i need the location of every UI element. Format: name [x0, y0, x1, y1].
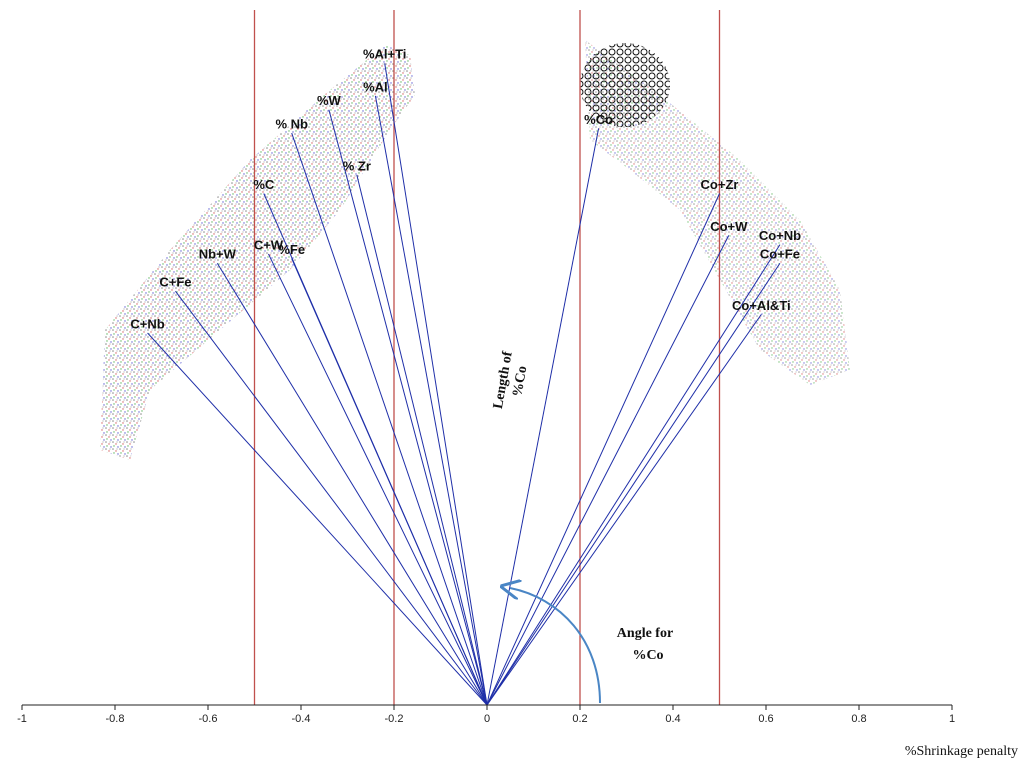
vector-label: C+Nb [130, 316, 164, 331]
vector-label: %Al [363, 79, 388, 94]
vector [486, 314, 762, 706]
x-tick-label: -0.8 [106, 713, 125, 725]
vector [384, 63, 488, 706]
point-clouds [100, 40, 850, 460]
x-axis-label: %Shrinkage penalty [905, 744, 1018, 759]
x-tick-label: -0.2 [385, 713, 404, 725]
annotation: Angle for [617, 626, 673, 641]
x-tick-label: 0.4 [665, 713, 680, 725]
vector-label: % Nb [275, 116, 308, 131]
vector-label: Co+Al&Ti [732, 298, 791, 313]
vector-label: %Co [584, 112, 613, 127]
vector-label: %W [317, 93, 342, 108]
vector-label: %Fe [278, 242, 305, 257]
vector [486, 235, 730, 706]
vector-label: Nb+W [199, 247, 237, 262]
vector [147, 332, 488, 706]
x-tick-label: 0 [484, 713, 490, 725]
vector-label: C+Fe [159, 275, 191, 290]
vector [328, 109, 488, 706]
vector [216, 262, 488, 706]
vector-label: Co+W [710, 219, 748, 234]
x-tick-label: 0.6 [758, 713, 773, 725]
vector [374, 95, 488, 706]
vector-label: % Zr [343, 158, 371, 173]
vector-label: Co+Nb [759, 228, 801, 243]
x-tick-label: 0.2 [572, 713, 587, 725]
annotation: Length of %Co [491, 347, 533, 413]
vector-label: C+W [254, 237, 284, 252]
vector [486, 193, 720, 706]
vector-label: Co+Zr [701, 177, 739, 192]
vector [268, 253, 488, 706]
vector-label: %Al+Ti [363, 47, 406, 62]
annotation-line: %Co [510, 365, 530, 398]
x-tick-label: -0.4 [292, 713, 311, 725]
x-tick-label: 1 [949, 713, 955, 725]
vector [175, 290, 488, 706]
vector-label: Co+Fe [760, 247, 800, 262]
x-tick-label: 0.8 [851, 713, 866, 725]
vector [356, 174, 488, 706]
angle-arrow [510, 588, 601, 704]
annotation: %Co [632, 648, 663, 663]
vector-label: %C [253, 177, 275, 192]
x-tick-label: -0.6 [199, 713, 218, 725]
x-tick-label: -1 [17, 713, 27, 725]
vector [486, 244, 781, 706]
vector [486, 262, 781, 706]
vector [291, 132, 488, 706]
vector [486, 128, 600, 706]
vector [291, 258, 488, 706]
